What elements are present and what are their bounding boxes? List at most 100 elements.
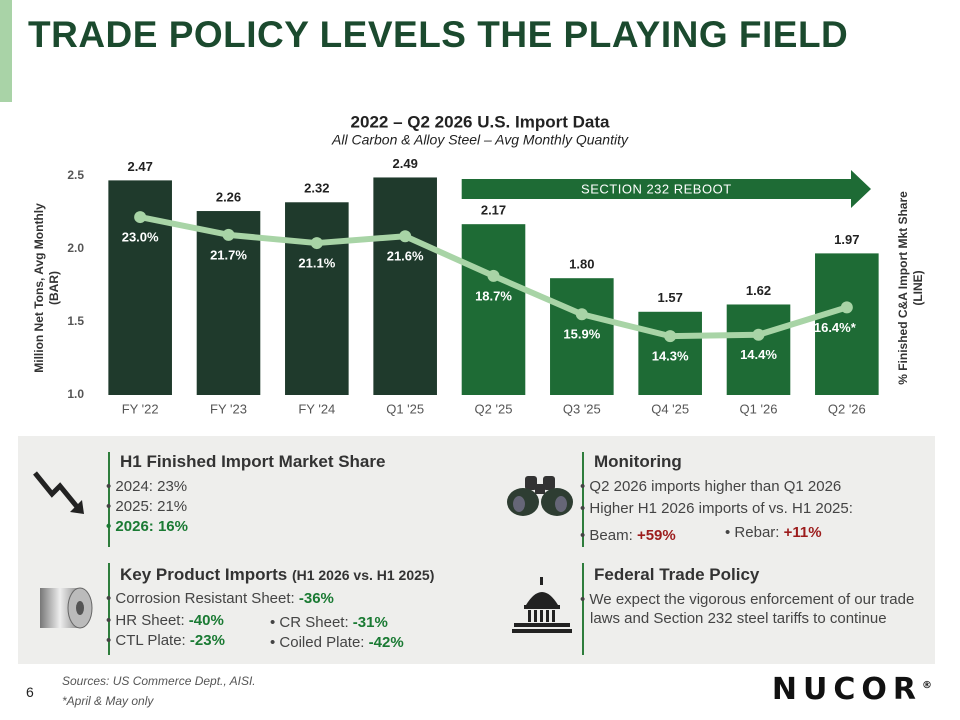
qualifier: (H1 2026 vs. H1 2025) — [291, 567, 435, 583]
bar — [815, 253, 879, 395]
label: Beam: — [589, 527, 633, 544]
x-tick-label: Q1 '26 — [740, 401, 778, 416]
bullet: 2025: 21% — [106, 498, 187, 515]
bullet: HR Sheet: -40% — [106, 612, 224, 629]
bar-value-label: 1.62 — [746, 283, 771, 298]
bar-value-label: 2.47 — [128, 159, 153, 174]
coil-icon — [40, 587, 93, 629]
annotation-arrow — [461, 170, 871, 208]
slide-title: TRADE POLICY LEVELS THE PLAYING FIELD — [28, 14, 849, 55]
line-value-label: 15.9% — [563, 327, 600, 342]
sources: Sources: US Commerce Dept., AISI. — [62, 674, 256, 688]
x-tick-label: FY '23 — [210, 401, 247, 416]
binoculars-icon — [507, 476, 573, 516]
value: -42% — [368, 634, 404, 651]
y-tick-label: 1.0 — [67, 387, 84, 401]
bar — [638, 311, 702, 395]
logo-mark: ® — [922, 680, 932, 691]
logo: NUCOR® — [772, 672, 932, 707]
value: +59% — [636, 527, 676, 544]
line-value-label: 21.6% — [387, 249, 424, 264]
capitol-icon — [512, 577, 572, 633]
line-value-label: 23.0% — [122, 230, 159, 245]
line-point — [399, 230, 412, 243]
label: CTL Plate: — [115, 632, 186, 649]
line-point — [752, 328, 765, 341]
bar — [285, 202, 349, 395]
bar — [196, 211, 261, 395]
bar-value-label: 2.32 — [304, 181, 329, 196]
divider — [108, 563, 110, 655]
y-axis-label: (BAR) — [47, 271, 61, 305]
y-axis-label: Million Net Tons, Avg Monthly — [32, 203, 46, 373]
bar — [373, 177, 437, 395]
section-title: Federal Trade Policy — [594, 565, 760, 584]
line-value-label: 16.4%* — [814, 320, 857, 335]
logo-text: NUCOR — [771, 672, 922, 707]
line-point — [222, 228, 235, 241]
x-tick-label: Q2 '26 — [828, 401, 866, 416]
line-value-label: 21.1% — [298, 256, 335, 271]
bullet: 2026: 16% — [106, 518, 188, 535]
line-point — [310, 237, 323, 250]
y-tick-label: 1.5 — [67, 314, 84, 328]
x-tick-label: Q3 '25 — [563, 401, 601, 416]
y2-axis-label: (LINE) — [911, 270, 925, 305]
line-point — [840, 301, 853, 314]
accent-bar — [0, 0, 12, 102]
line-point — [134, 211, 147, 224]
page-number: 6 — [26, 684, 34, 700]
value: +11% — [783, 524, 822, 541]
line-value-label: 14.4% — [740, 347, 777, 362]
section-title: H1 Finished Import Market Share — [120, 452, 386, 471]
y2-axis-label: % Finished C&A Import Mkt Share — [896, 191, 910, 385]
label: HR Sheet: — [115, 612, 185, 629]
annotation-text: SECTION 232 REBOOT — [581, 181, 732, 196]
line-point — [575, 308, 588, 321]
y-tick-label: 2.5 — [67, 168, 84, 182]
title-text: Key Product Imports — [120, 565, 288, 584]
bullet: Beam: +59% — [580, 527, 676, 544]
bar-value-label: 2.17 — [481, 203, 506, 218]
bullet: Higher H1 2026 imports of vs. H1 2025: — [580, 500, 852, 517]
bullet: 2024: 23% — [106, 478, 187, 495]
x-tick-label: Q2 '25 — [475, 401, 513, 416]
bullet: Coiled Plate: -42% — [270, 634, 404, 651]
chart-subtitle: All Carbon & Alloy Steel – Avg Monthly Q… — [331, 132, 629, 148]
line-value-label: 18.7% — [475, 288, 512, 303]
bar-value-label: 1.80 — [569, 257, 594, 272]
label: CR Sheet: — [279, 614, 349, 631]
bar — [550, 278, 614, 395]
label: Corrosion Resistant Sheet: — [115, 590, 295, 607]
bullet: We expect the vigorous enforcement of ou… — [580, 590, 930, 628]
bullet: CTL Plate: -23% — [106, 632, 225, 649]
footnote: *April & May only — [62, 694, 154, 708]
bullet: CR Sheet: -31% — [270, 614, 387, 631]
section-title: Key Product Imports (H1 2026 vs. H1 2025… — [120, 565, 434, 585]
x-tick-label: Q1 '25 — [386, 401, 424, 416]
x-tick-label: FY '22 — [122, 401, 159, 416]
bullet: Q2 2026 imports higher than Q1 2026 — [580, 478, 841, 495]
x-tick-label: Q4 '25 — [651, 401, 689, 416]
value: -23% — [189, 632, 225, 649]
label: Rebar: — [734, 524, 780, 541]
value: -36% — [298, 590, 334, 607]
bullet: Corrosion Resistant Sheet: -36% — [106, 590, 334, 607]
bar — [461, 224, 526, 395]
line-point — [664, 330, 677, 343]
y-tick-label: 2.0 — [67, 241, 84, 255]
x-tick-label: FY '24 — [298, 401, 335, 416]
bar-value-label: 2.26 — [216, 189, 241, 204]
bar-value-label: 1.57 — [658, 290, 683, 305]
line-point — [487, 269, 500, 282]
label: Coiled Plate: — [279, 634, 365, 651]
line-value-label: 21.7% — [210, 247, 247, 262]
bar — [726, 304, 791, 395]
value: -40% — [188, 612, 224, 629]
bar-value-label: 2.49 — [393, 156, 418, 171]
bar-value-label: 1.97 — [834, 232, 859, 247]
line-value-label: 14.3% — [652, 349, 689, 364]
chart-title: 2022 – Q2 2026 U.S. Import Data — [351, 112, 610, 131]
